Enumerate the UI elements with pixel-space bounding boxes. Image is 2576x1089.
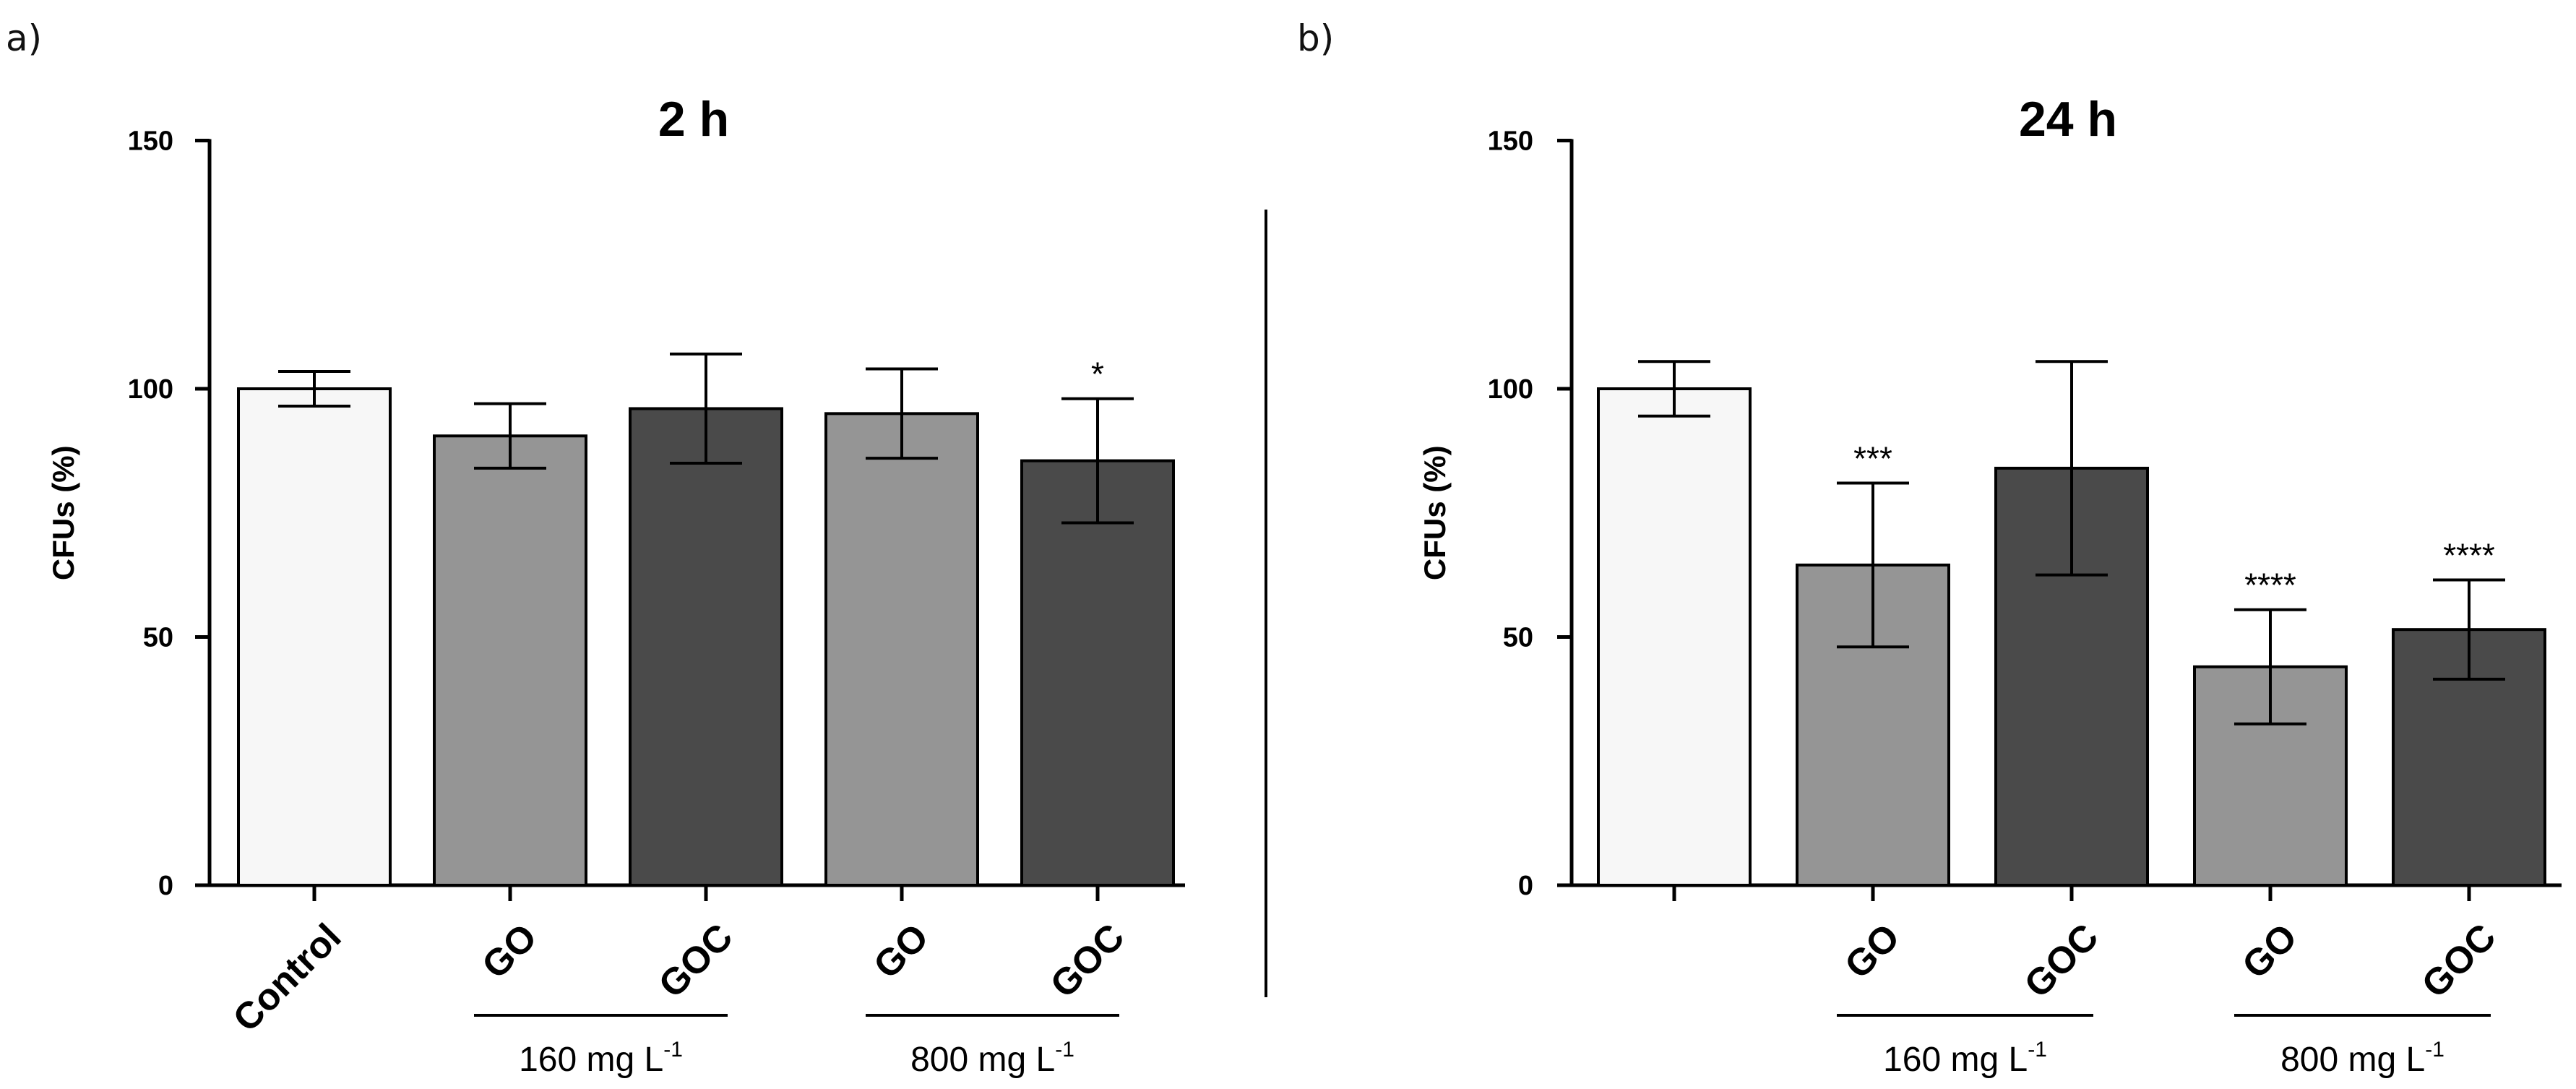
significance-marker: **** bbox=[2244, 567, 2296, 604]
bar-goc bbox=[1020, 459, 1175, 887]
y-tick-label: 50 bbox=[1503, 623, 1533, 653]
panel-b-chart: b) 24 h CFUs (%) 0 50 100 150 *** GO GOC **** GO ***… bbox=[1297, 17, 2562, 1079]
x-tick-label: GO bbox=[2234, 916, 2305, 986]
group-label: 160 mg L-1 bbox=[519, 1038, 683, 1079]
x-tick-label: GO bbox=[866, 916, 936, 986]
y-axis-label: CFUs (%) bbox=[1418, 445, 1452, 580]
significance-marker: *** bbox=[1853, 440, 1892, 478]
y-tick-label: 100 bbox=[1488, 374, 1533, 405]
y-tick-label: 150 bbox=[1488, 126, 1533, 157]
group-label: 160 mg L-1 bbox=[1883, 1038, 2047, 1079]
y-tick-label: 50 bbox=[143, 623, 173, 653]
chart-title: 24 h bbox=[2019, 92, 2117, 147]
y-tick-label: 150 bbox=[128, 126, 173, 157]
x-tick-label: GOC bbox=[651, 916, 741, 1006]
bar-control bbox=[237, 387, 392, 887]
x-tick-label: GOC bbox=[1043, 916, 1133, 1006]
x-tick-label: GO bbox=[474, 916, 545, 986]
y-tick-label: 0 bbox=[1518, 871, 1533, 901]
panel-a-chart: a) 2 h CFUs (%) 0 50 100 150 Control GO GOC GO * GOC… bbox=[6, 17, 1185, 1079]
group-label: 800 mg L-1 bbox=[2280, 1038, 2444, 1079]
bar-goc bbox=[629, 407, 783, 887]
bar-go bbox=[433, 434, 587, 887]
group-label: 800 mg L-1 bbox=[910, 1038, 1074, 1079]
x-tick-label: GOC bbox=[2414, 916, 2504, 1006]
y-axis-label: CFUs (%) bbox=[46, 445, 80, 580]
x-tick-label: Control bbox=[225, 916, 350, 1040]
bar-go bbox=[824, 412, 979, 887]
x-tick-label: GOC bbox=[2017, 916, 2107, 1006]
y-tick-label: 100 bbox=[128, 374, 173, 405]
panel-letter: b) bbox=[1297, 17, 1334, 59]
significance-marker: * bbox=[1091, 356, 1104, 393]
significance-marker: **** bbox=[2443, 536, 2495, 574]
bar-control bbox=[1597, 387, 1752, 887]
x-tick-label: GO bbox=[1837, 916, 1908, 986]
panel-letter: a) bbox=[6, 17, 42, 59]
chart-title: 2 h bbox=[658, 92, 729, 147]
y-tick-label: 0 bbox=[158, 871, 173, 901]
